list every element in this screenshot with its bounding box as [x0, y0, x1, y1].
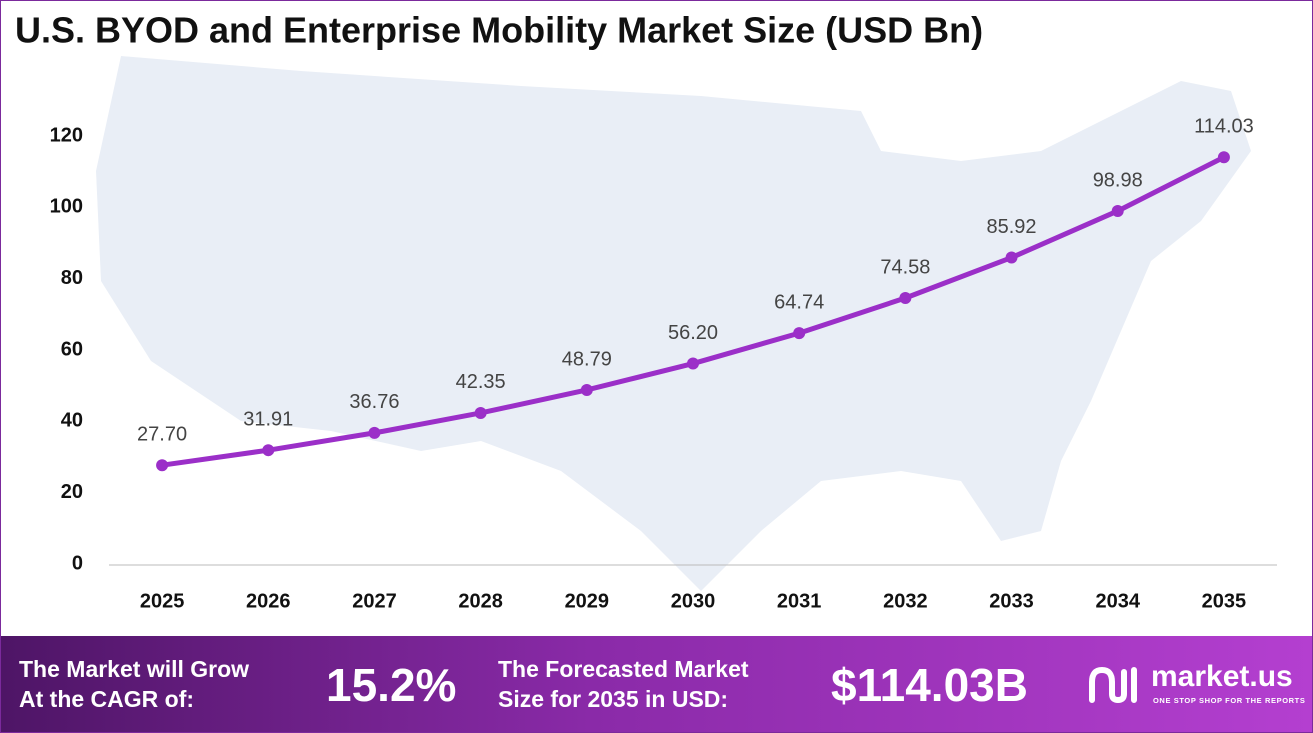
data-label: 31.91: [243, 408, 293, 430]
footer-banner: The Market will Grow At the CAGR of: 15.…: [1, 636, 1312, 732]
chart: U.S. BYOD and Enterprise Mobility Market…: [15, 10, 1277, 612]
y-tick-label: 40: [61, 410, 83, 432]
y-tick-label: 0: [72, 552, 83, 574]
x-tick-label: 2033: [989, 590, 1034, 612]
logo-tagline: ONE STOP SHOP FOR THE REPORTS: [1153, 696, 1306, 705]
logo-icon: [1089, 666, 1137, 704]
y-tick-label: 120: [50, 124, 83, 146]
x-tick-label: 2032: [883, 590, 928, 612]
x-tick-label: 2035: [1202, 590, 1247, 612]
data-label: 56.20: [668, 322, 718, 344]
data-label: 74.58: [880, 256, 930, 278]
data-label: 98.98: [1093, 169, 1143, 191]
cagr-line: At the CAGR of:: [19, 686, 195, 712]
map-background: [96, 56, 1251, 591]
marker: [368, 426, 381, 439]
cagr-text: The Market will Grow At the CAGR of:: [19, 654, 249, 714]
data-label: 42.35: [456, 371, 506, 393]
marker: [1111, 204, 1124, 217]
x-tick-label: 2029: [565, 590, 610, 612]
y-tick-label: 20: [61, 481, 83, 503]
data-label: 64.74: [774, 291, 824, 313]
y-tick-label: 60: [61, 338, 83, 360]
x-tick-label: 2028: [458, 590, 503, 612]
x-tick-label: 2025: [140, 590, 185, 612]
marker: [1005, 251, 1018, 264]
x-tick-label: 2026: [246, 590, 291, 612]
cagr-line: The Market will Grow: [19, 656, 250, 682]
y-tick-label: 80: [61, 267, 83, 289]
forecast-line: The Forecasted Market: [498, 656, 749, 682]
y-tick-label: 100: [50, 196, 83, 218]
x-tick-label: 2030: [671, 590, 716, 612]
marker: [793, 327, 806, 340]
x-tick-label: 2031: [777, 590, 822, 612]
marker: [1217, 151, 1230, 164]
data-label: 27.70: [137, 423, 187, 445]
marker: [899, 291, 912, 304]
data-label: 85.92: [987, 216, 1037, 238]
forecast-line: Size for 2035 in USD:: [498, 686, 729, 712]
marker: [262, 444, 275, 457]
forecast-value: $114.03B: [831, 659, 1028, 711]
x-tick-label: 2034: [1095, 590, 1140, 612]
marker: [474, 406, 487, 419]
forecast-text: The Forecasted Market Size for 2035 in U…: [498, 654, 749, 714]
data-label: 114.03: [1194, 116, 1254, 138]
data-label: 36.76: [349, 391, 399, 413]
marker: [580, 383, 593, 396]
x-tick-label: 2027: [352, 590, 397, 612]
marker: [687, 357, 699, 370]
chart-title: U.S. BYOD and Enterprise Mobility Market…: [15, 10, 983, 51]
logo-text: market.us: [1151, 660, 1293, 693]
cagr-value: 15.2%: [326, 659, 457, 711]
marker: [156, 459, 169, 472]
data-label: 48.79: [562, 348, 612, 370]
